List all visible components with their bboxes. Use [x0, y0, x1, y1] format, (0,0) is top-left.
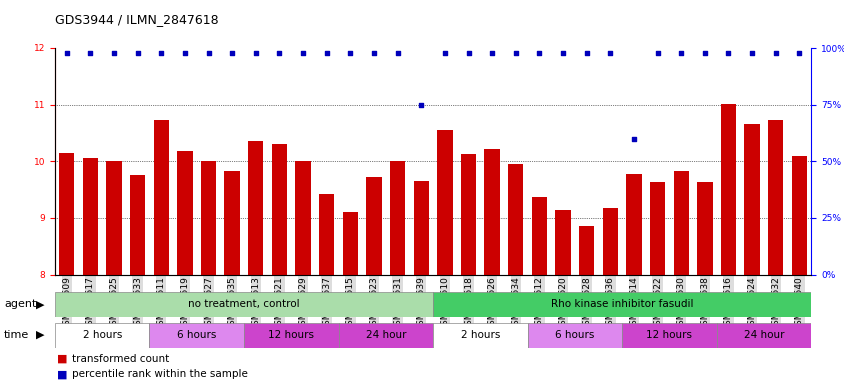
- Bar: [177, 151, 192, 275]
- Text: 2 hours: 2 hours: [460, 330, 500, 340]
- Bar: [319, 194, 334, 275]
- Bar: [149, 323, 244, 348]
- Point: [320, 50, 333, 56]
- Text: no treatment, control: no treatment, control: [188, 299, 300, 310]
- Point: [721, 50, 734, 56]
- Bar: [507, 164, 522, 275]
- Point: [344, 50, 357, 56]
- Point: [650, 50, 663, 56]
- Point: [437, 50, 451, 56]
- Point: [414, 101, 428, 108]
- Bar: [484, 149, 500, 275]
- Point: [744, 50, 758, 56]
- Text: Rho kinase inhibitor fasudil: Rho kinase inhibitor fasudil: [550, 299, 693, 310]
- Bar: [744, 124, 759, 275]
- Bar: [602, 208, 617, 275]
- Bar: [130, 175, 145, 275]
- Point: [367, 50, 381, 56]
- Point: [532, 50, 545, 56]
- Point: [84, 50, 97, 56]
- Bar: [791, 156, 806, 275]
- Point: [697, 50, 711, 56]
- Text: transformed count: transformed count: [72, 354, 169, 364]
- Point: [674, 50, 687, 56]
- Bar: [767, 120, 782, 275]
- Text: GDS3944 / ILMN_2847618: GDS3944 / ILMN_2847618: [55, 13, 219, 26]
- Point: [60, 50, 73, 56]
- Text: 24 hour: 24 hour: [743, 330, 783, 340]
- Point: [626, 136, 640, 142]
- Text: percentile rank within the sample: percentile rank within the sample: [72, 369, 247, 379]
- Point: [154, 50, 168, 56]
- Bar: [531, 197, 546, 275]
- Bar: [272, 144, 287, 275]
- Text: 12 hours: 12 hours: [268, 330, 314, 340]
- Bar: [720, 104, 735, 275]
- Text: 6 hours: 6 hours: [555, 330, 594, 340]
- Bar: [365, 177, 381, 275]
- Bar: [83, 159, 98, 275]
- Text: time: time: [4, 330, 30, 340]
- Bar: [621, 323, 716, 348]
- Bar: [673, 172, 688, 275]
- Bar: [527, 323, 621, 348]
- Point: [296, 50, 310, 56]
- Bar: [433, 323, 527, 348]
- Bar: [649, 182, 664, 275]
- Text: agent: agent: [4, 299, 36, 310]
- Bar: [248, 141, 263, 275]
- Bar: [436, 130, 452, 275]
- Text: ▶: ▶: [36, 299, 45, 310]
- Point: [131, 50, 144, 56]
- Bar: [413, 181, 429, 275]
- Point: [484, 50, 498, 56]
- Point: [202, 50, 215, 56]
- Bar: [389, 161, 405, 275]
- Bar: [555, 210, 570, 275]
- Bar: [244, 323, 338, 348]
- Bar: [55, 323, 149, 348]
- Point: [178, 50, 192, 56]
- Text: 2 hours: 2 hours: [83, 330, 122, 340]
- Text: ■: ■: [57, 354, 68, 364]
- Bar: [201, 161, 216, 275]
- Text: ■: ■: [57, 369, 68, 379]
- Bar: [625, 174, 641, 275]
- Bar: [343, 212, 358, 275]
- Point: [225, 50, 239, 56]
- Bar: [59, 153, 74, 275]
- Bar: [154, 120, 169, 275]
- Point: [768, 50, 782, 56]
- Point: [555, 50, 569, 56]
- Text: 6 hours: 6 hours: [177, 330, 216, 340]
- Point: [461, 50, 474, 56]
- Bar: [338, 323, 433, 348]
- Bar: [106, 161, 122, 275]
- Bar: [225, 172, 240, 275]
- Bar: [295, 161, 311, 275]
- Point: [249, 50, 262, 56]
- Bar: [460, 154, 476, 275]
- Bar: [578, 227, 593, 275]
- Text: 12 hours: 12 hours: [646, 330, 691, 340]
- Bar: [55, 292, 433, 317]
- Text: 24 hour: 24 hour: [365, 330, 406, 340]
- Point: [273, 50, 286, 56]
- Point: [391, 50, 404, 56]
- Point: [508, 50, 522, 56]
- Bar: [696, 182, 711, 275]
- Point: [603, 50, 616, 56]
- Bar: [716, 323, 810, 348]
- Point: [579, 50, 592, 56]
- Point: [107, 50, 121, 56]
- Point: [792, 50, 805, 56]
- Bar: [433, 292, 810, 317]
- Text: ▶: ▶: [36, 330, 45, 340]
